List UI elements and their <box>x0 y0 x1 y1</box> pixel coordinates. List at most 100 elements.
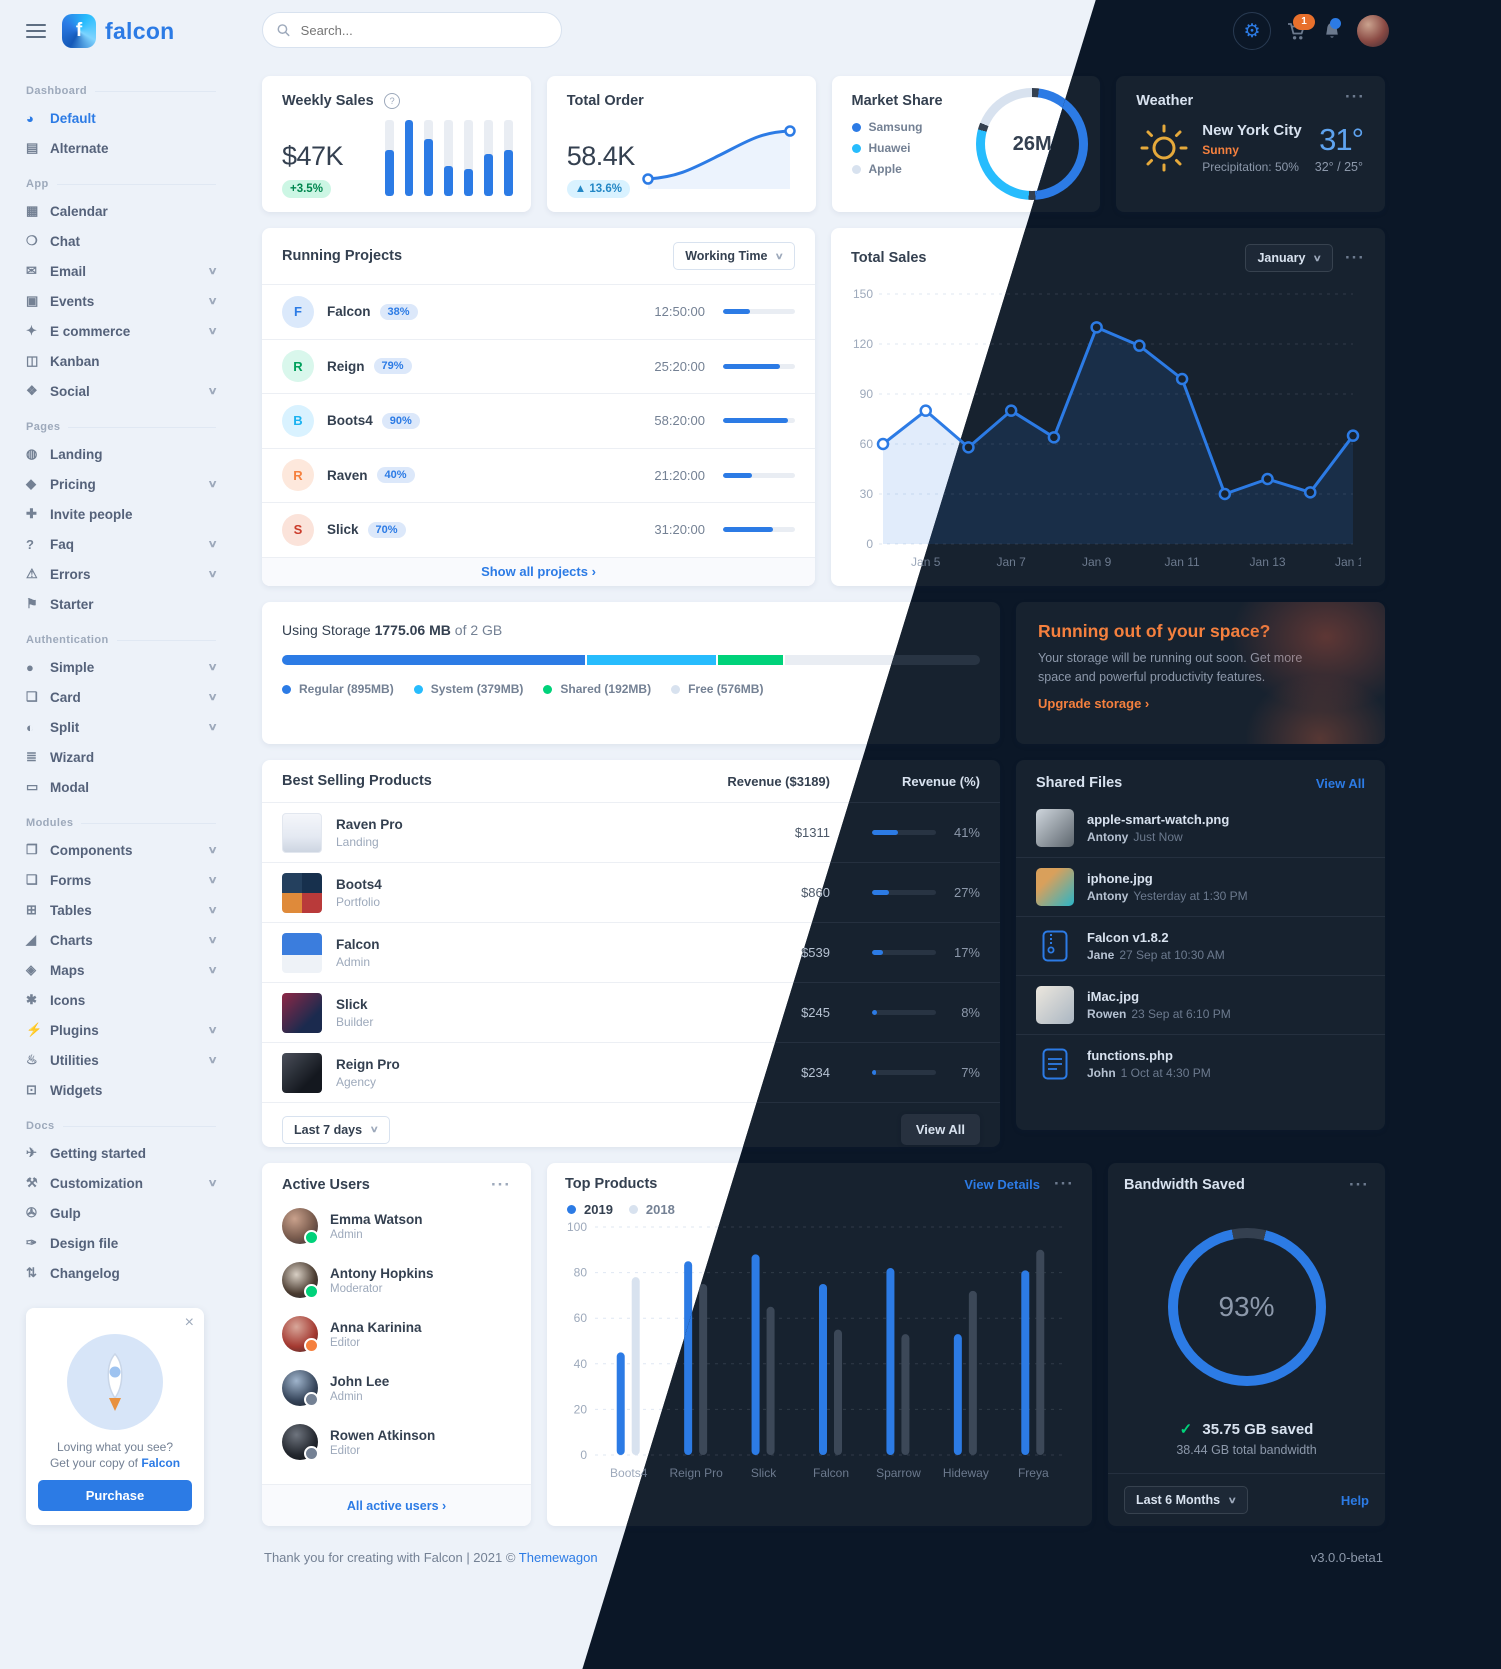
sidebar-item-gulp[interactable]: ✇ Gulp <box>26 1198 216 1228</box>
sidebar-item-utilities[interactable]: ♨ Utilities ∨ <box>26 1045 217 1075</box>
settings-gear-icon[interactable]: ⚙ <box>1233 12 1271 50</box>
sidebar-item-plugins[interactable]: ⚡ Plugins ∨ <box>26 1015 217 1045</box>
hamburger-menu-icon[interactable] <box>26 20 46 42</box>
sidebar-item-split[interactable]: ◐ Split ∨ <box>26 712 217 742</box>
bandwidth-saved-card: Bandwidth Saved ··· 93% ✓ 35.75 GB saved… <box>1108 1163 1385 1526</box>
product-name-link[interactable]: Falcon <box>336 936 380 952</box>
file-name-link[interactable]: functions.php <box>1087 1048 1173 1063</box>
user-name-link[interactable]: Antony Hopkins <box>330 1265 434 1281</box>
card-title: Top Products <box>565 1176 658 1192</box>
sidebar-item-simple[interactable]: ● Simple ∨ <box>26 652 217 682</box>
sidebar-item-kanban[interactable]: ◫ Kanban <box>26 346 216 376</box>
card-menu-icon[interactable]: ··· <box>1054 1174 1074 1193</box>
sidebar-item-social[interactable]: ❖ Social ∨ <box>26 376 217 406</box>
sidebar-item-tables[interactable]: ⊞ Tables ∨ <box>26 895 217 925</box>
product-name-link[interactable]: Raven Pro <box>336 816 403 832</box>
search-box[interactable] <box>262 12 562 48</box>
sidebar-item-components[interactable]: ❒ Components ∨ <box>26 835 217 865</box>
sidebar-item-events[interactable]: ▣ Events ∨ <box>26 286 217 316</box>
sidebar-item-wizard[interactable]: ≣ Wizard <box>26 742 216 772</box>
close-icon[interactable]: × <box>184 1314 194 1331</box>
sidebar-item-invite-people[interactable]: ✚ Invite people <box>26 499 216 529</box>
sidebar-item-faq[interactable]: ? Faq ∨ <box>26 529 218 559</box>
sidebar-item-email[interactable]: ✉ Email ∨ <box>26 256 217 286</box>
view-all-button[interactable]: View All <box>900 1114 980 1145</box>
sidebar-item-customization[interactable]: ⚒ Customization ∨ <box>26 1168 217 1198</box>
sidebar-item-errors[interactable]: ⚠ Errors ∨ <box>26 559 217 589</box>
search-input[interactable] <box>298 21 547 39</box>
sidebar-item-icons[interactable]: ✱ Icons <box>26 985 216 1015</box>
file-name-link[interactable]: Falcon v1.8.2 <box>1087 930 1169 945</box>
chevron-down-icon: ∨ <box>207 691 218 703</box>
last-7-days-select[interactable]: Last 7 days ∨ <box>282 1115 390 1144</box>
sidebar-item-label: Card <box>50 689 81 705</box>
product-name-link[interactable]: Reign Pro <box>336 1056 400 1072</box>
sidebar-item-design-file[interactable]: ✑ Design file <box>26 1228 216 1258</box>
falcon-link[interactable]: Falcon <box>141 1456 181 1470</box>
sidebar-item-maps[interactable]: ◈ Maps ∨ <box>26 955 217 985</box>
purchase-promo-card: × Loving what you see? Get your copy of … <box>26 1308 204 1525</box>
legend-item-2018: 2018 <box>628 1202 675 1217</box>
project-name-link[interactable]: Falcon <box>327 304 371 320</box>
project-name-link[interactable]: Reign <box>327 358 365 374</box>
working-time-select[interactable]: Working Time ∨ <box>673 242 795 270</box>
user-avatar[interactable] <box>1357 15 1389 47</box>
sidebar-item-forms[interactable]: ❑ Forms ∨ <box>26 865 217 895</box>
sidebar-item-e-commerce[interactable]: ✦ E commerce ∨ <box>26 316 217 346</box>
help-link[interactable]: Help <box>1340 1492 1369 1508</box>
sidebar-item-alternate[interactable]: ▤ Alternate <box>26 133 216 163</box>
file-name-link[interactable]: apple-smart-watch.png <box>1087 812 1230 827</box>
svg-text:Boots4: Boots4 <box>610 1466 648 1480</box>
info-icon[interactable]: ? <box>384 93 401 109</box>
last-6-months-select[interactable]: Last 6 Months ∨ <box>1124 1486 1248 1514</box>
sidebar-item-modal[interactable]: ▭ Modal <box>26 772 216 802</box>
show-all-projects-link[interactable]: Show all projects › <box>481 564 596 580</box>
file-name-link[interactable]: iphone.jpg <box>1087 871 1153 886</box>
sidebar-item-widgets[interactable]: ⊡ Widgets <box>26 1075 216 1105</box>
project-name-link[interactable]: Slick <box>327 522 359 538</box>
card-menu-icon[interactable]: ··· <box>1349 1175 1369 1194</box>
upgrade-storage-link[interactable]: Upgrade storage › <box>1038 695 1150 711</box>
sidebar-item-calendar[interactable]: ▦ Calendar <box>26 196 216 226</box>
sidebar-item-charts[interactable]: ◢ Charts ∨ <box>26 925 217 955</box>
user-name-link[interactable]: John Lee <box>330 1373 390 1389</box>
user-name-link[interactable]: Rowen Atkinson <box>330 1427 436 1443</box>
sidebar-item-default[interactable]: ◕ Default <box>26 103 216 133</box>
user-name-link[interactable]: Anna Karinina <box>330 1319 422 1335</box>
file-name-link[interactable]: iMac.jpg <box>1087 989 1140 1004</box>
product-category: Landing <box>336 834 379 849</box>
legend-label: Regular (895MB) <box>299 682 394 696</box>
notification-bell-icon[interactable] <box>1323 17 1341 41</box>
email-icon: ✉ <box>26 263 37 278</box>
sidebar-item-chat[interactable]: ❍ Chat <box>26 226 216 256</box>
sidebar-item-card[interactable]: ❏ Card ∨ <box>26 682 218 712</box>
brand-logo[interactable]: f falcon <box>62 14 175 48</box>
product-name-link[interactable]: Slick <box>336 996 368 1012</box>
sidebar-item-label: Calendar <box>50 203 108 219</box>
card-menu-icon[interactable]: ··· <box>1345 248 1365 267</box>
view-details-link[interactable]: View Details <box>964 1176 1041 1192</box>
shopping-cart-icon[interactable]: 1 <box>1287 13 1315 41</box>
purchase-button[interactable]: Purchase <box>38 1480 192 1511</box>
sidebar-item-label: Components <box>50 842 133 858</box>
sidebar-item-changelog[interactable]: ⇅ Changelog <box>26 1258 216 1288</box>
sidebar-item-pricing[interactable]: ◆ Pricing ∨ <box>26 469 217 499</box>
view-all-link[interactable]: View All <box>1315 775 1365 791</box>
month-select[interactable]: January ∨ <box>1245 244 1334 272</box>
all-active-users-link[interactable]: All active users › <box>346 1498 447 1513</box>
card-menu-icon[interactable]: ··· <box>491 1175 511 1194</box>
themewagon-link[interactable]: Themewagon <box>518 1550 598 1565</box>
chevron-down-icon: ∨ <box>207 538 218 550</box>
sidebar-item-starter[interactable]: ⚑ Starter <box>26 589 216 619</box>
sidebar-item-getting-started[interactable]: ✈ Getting started <box>26 1138 216 1168</box>
project-name-link[interactable]: Raven <box>327 467 368 483</box>
project-name-link[interactable]: Boots4 <box>327 413 373 429</box>
sidebar-item-landing[interactable]: ◍ Landing <box>26 439 216 469</box>
product-revenue: $234 <box>801 1065 830 1080</box>
card-menu-icon[interactable]: ··· <box>1345 87 1365 106</box>
file-row: iMac.jpg Rowen 23 Sep at 6:10 PM <box>1016 975 1385 1034</box>
product-name-link[interactable]: Boots4 <box>336 876 382 892</box>
table-icon: ⊞ <box>26 902 37 917</box>
user-name-link[interactable]: Emma Watson <box>330 1211 423 1227</box>
